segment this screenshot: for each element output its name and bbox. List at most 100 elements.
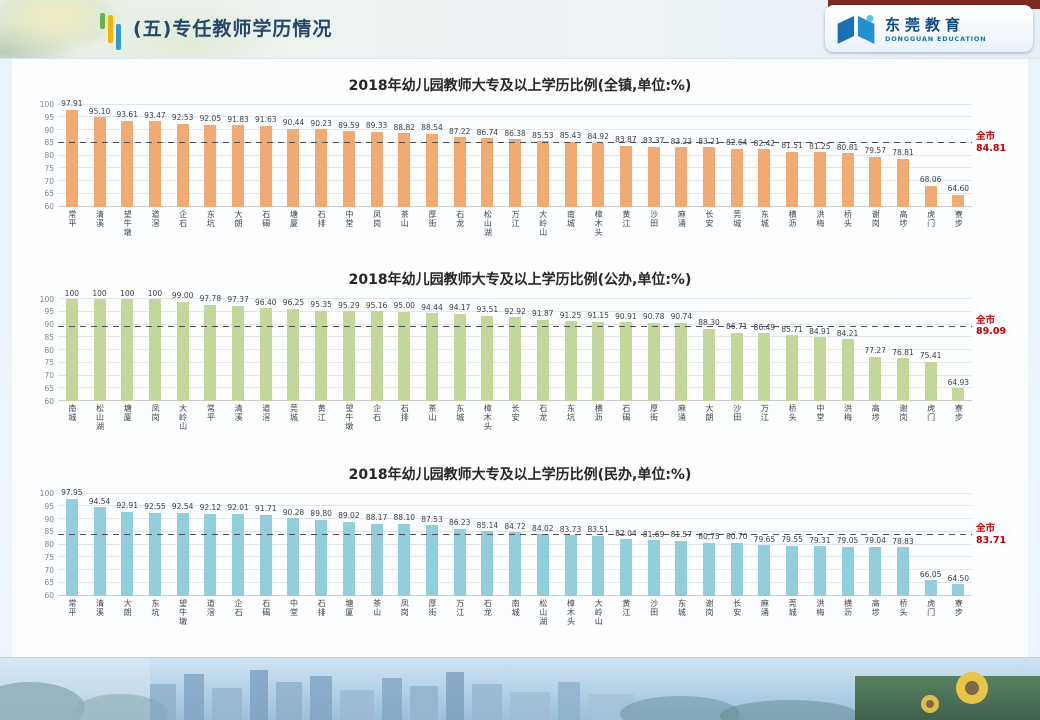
x-axis-label: 清溪 <box>86 599 114 643</box>
chart-plot: 100 95 90 85 80 75 70 65 60 100 100 100 100 99.00 97.7… <box>40 289 1006 404</box>
bar-桥头 <box>786 335 799 401</box>
x-axis-label-text: 石排 <box>317 598 327 617</box>
bar-slot: 96.40 <box>252 299 280 401</box>
bar-高埗 <box>869 356 882 401</box>
x-axis-label: 茶山 <box>390 210 418 254</box>
x-axis-label-text: 常平 <box>67 209 77 228</box>
bar-slot: 83.51 <box>584 494 612 596</box>
bar-樟木头 <box>592 142 605 207</box>
bar-茶山 <box>398 133 411 207</box>
bar-slot: 93.61 <box>113 105 141 207</box>
chart-title: 2018年幼儿园教师大专及以上学历比例(公办,单位:%) <box>348 272 692 288</box>
bar-slot: 92.92 <box>501 299 529 401</box>
x-axis-label: 麻涌 <box>667 210 695 254</box>
x-axis-label: 常平 <box>197 404 225 448</box>
bar-value-label: 68.06 <box>919 175 942 185</box>
x-axis-label: 石碣 <box>612 404 640 448</box>
bar-value-label: 78.81 <box>892 148 914 158</box>
bar-石碣 <box>619 322 632 401</box>
bar-slot: 92.53 <box>169 105 197 207</box>
bar-长安 <box>703 147 716 207</box>
bar-value-label: 66.05 <box>919 569 942 579</box>
bar-莞城 <box>730 148 743 207</box>
bar-value-label: 97.78 <box>199 294 222 304</box>
bar-麻涌 <box>675 147 688 207</box>
x-axis-label-text: 东城 <box>760 209 770 228</box>
bar-slot: 86.49 <box>751 299 779 401</box>
y-axis-tick-label: 90 <box>44 125 54 135</box>
x-axis-label: 厚街 <box>640 404 668 448</box>
bar-value-label: 93.47 <box>144 110 166 120</box>
x-axis-label: 桥头 <box>778 404 806 448</box>
bar-slot: 94.44 <box>418 299 446 401</box>
bar-slot: 97.95 <box>58 489 86 596</box>
bar-value-label: 95.10 <box>88 106 111 116</box>
x-axis-label: 长安 <box>695 210 723 254</box>
bar-莞城 <box>287 308 300 401</box>
x-axis-label-text: 常平 <box>206 404 216 422</box>
bar-万江 <box>509 139 522 207</box>
bar-slot: 93.51 <box>474 299 502 401</box>
x-axis-label-text: 大岭山 <box>594 598 604 626</box>
bar-slot: 78.83 <box>889 494 917 596</box>
bar-value-label: 85.14 <box>476 520 499 530</box>
bar-高埗 <box>869 546 882 596</box>
bar-value-label: 89.02 <box>338 511 360 520</box>
bar-value-label: 93.51 <box>476 305 499 315</box>
x-axis-label: 樟木头 <box>584 210 612 254</box>
bar-石龙 <box>536 319 549 401</box>
bar-value-label: 90.78 <box>642 312 665 322</box>
bar-麻涌 <box>675 322 688 401</box>
bar-厚街 <box>647 322 660 401</box>
bar-slot: 90.23 <box>307 105 335 207</box>
bar-value-label: 96.40 <box>255 297 277 307</box>
x-axis-label: 洪梅 <box>806 599 834 643</box>
x-axis-label-text: 东城 <box>677 598 687 617</box>
x-axis-label-text: 望牛墩 <box>344 404 354 431</box>
x-axis-label: 东坑 <box>557 404 585 448</box>
x-axis-label-text: 横沥 <box>843 598 853 617</box>
x-axis-label-text: 黄江 <box>621 209 631 228</box>
bar-value-label: 83.73 <box>559 524 582 534</box>
bar-value-label: 90.91 <box>615 311 637 321</box>
logo-text: 东莞教育 DONGGUAN EDUCATION <box>885 14 986 43</box>
bar-厚街 <box>425 133 438 207</box>
x-axis-label-text: 茶山 <box>400 209 410 228</box>
y-axis-tick-label: 100 <box>39 99 54 109</box>
x-axis-label-text: 中堂 <box>344 209 354 228</box>
bar-寮步 <box>952 388 965 401</box>
bar-value-label: 92.12 <box>199 503 222 513</box>
x-axis-label: 清溪 <box>224 404 252 448</box>
bar-slot: 86.74 <box>474 105 502 207</box>
x-axis-label: 虎门 <box>917 599 945 643</box>
x-axis-label-text: 东坑 <box>206 209 216 228</box>
bar-slot: 82.04 <box>612 494 640 596</box>
x-axis-label-text: 万江 <box>760 404 770 422</box>
x-axis-label: 麻涌 <box>751 599 779 643</box>
bar-常平 <box>65 109 78 207</box>
x-axis-label: 南城 <box>501 599 529 643</box>
bar-value-label: 100 <box>147 288 163 298</box>
bar-value-label: 79.04 <box>864 536 886 546</box>
bar-value-label: 77.27 <box>864 346 886 356</box>
x-axis-label-text: 石龙 <box>455 209 465 228</box>
x-axis-label: 塘厦 <box>335 599 363 643</box>
dongguan-education-logo: 东莞教育 DONGGUAN EDUCATION <box>825 5 1033 52</box>
bar-slot: 90.28 <box>280 494 308 596</box>
bar-谢岗 <box>703 542 716 596</box>
bar-slot: 95.00 <box>390 299 418 401</box>
bar-slot: 78.81 <box>889 105 917 207</box>
bar-value-label: 85.43 <box>559 131 582 141</box>
bar-slot: 91.25 <box>557 299 585 401</box>
bar-value-label: 83.87 <box>615 135 637 145</box>
x-axis-label-text: 谢岗 <box>871 209 881 228</box>
bar-value-label: 64.60 <box>947 184 970 194</box>
x-axis-label: 东坑 <box>141 599 169 643</box>
bar-slot: 84.92 <box>584 105 612 207</box>
x-axis-label: 寮步 <box>945 404 973 448</box>
bar-value-label: 90.44 <box>282 118 305 128</box>
x-axis-label-text: 寮步 <box>954 404 964 422</box>
bar-value-label: 83.37 <box>642 136 665 146</box>
bar-大朗 <box>121 511 134 596</box>
bar-常平 <box>65 498 78 596</box>
